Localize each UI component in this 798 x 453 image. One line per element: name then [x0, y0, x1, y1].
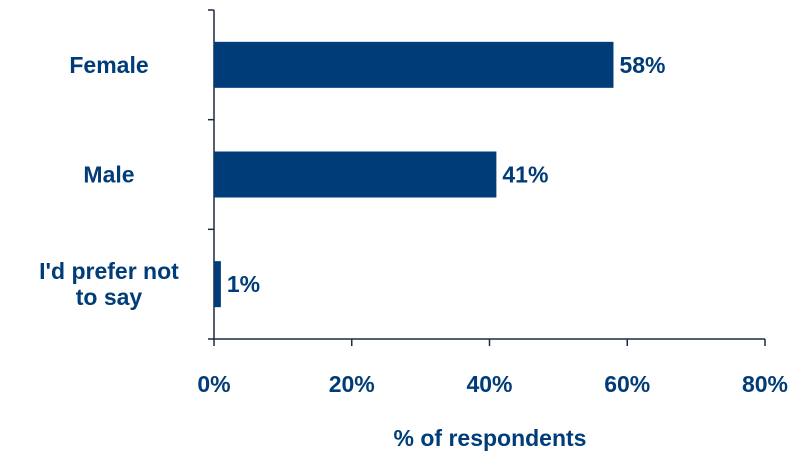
axis-layer: 0% 20% 40% 60% 80% — [197, 9, 788, 397]
data-label: 1% — [227, 271, 260, 297]
category-label: I'd prefer not to say — [39, 258, 179, 310]
x-tick-label: 0% — [197, 371, 230, 397]
category-label-line: to say — [76, 284, 143, 310]
x-tick-label: 20% — [329, 371, 375, 397]
x-tick-label: 60% — [604, 371, 650, 397]
bar — [214, 41, 614, 88]
x-axis-title: % of respondents — [394, 425, 587, 451]
category-label-line: I'd prefer not — [39, 258, 179, 284]
x-tick-label: 40% — [466, 371, 512, 397]
category-label-line: Female — [69, 52, 148, 78]
data-label: 41% — [502, 162, 548, 188]
label-layer: 58% Female 41% Male 1% I'd prefer not to say — [39, 52, 665, 310]
bar — [214, 151, 497, 198]
bar — [214, 261, 221, 308]
category-label: Male — [83, 162, 134, 188]
category-label: Female — [69, 52, 148, 78]
data-label: 58% — [619, 52, 665, 78]
bar-layer — [214, 41, 614, 308]
category-label-line: Male — [83, 162, 134, 188]
x-tick-label: 80% — [742, 371, 788, 397]
